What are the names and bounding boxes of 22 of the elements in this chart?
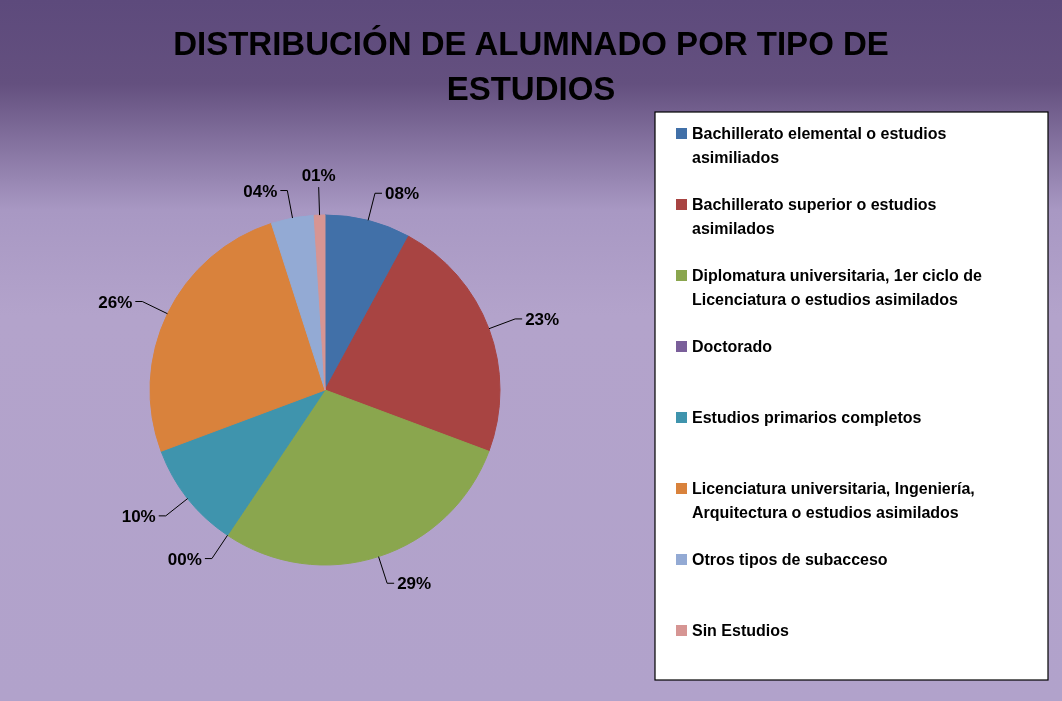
pie-slice xyxy=(313,214,326,391)
legend-label: Bachillerato elemental o estudios asimiliados xyxy=(692,125,947,166)
chart-title: DISTRIBUCIÓN DE ALUMNADO POR TIPO DE ESTUDIOS xyxy=(173,25,889,107)
pie-slice xyxy=(324,235,501,452)
data-label: 26% xyxy=(98,292,133,312)
text: 00% xyxy=(167,549,202,569)
legend-label: Otros tipos de subacceso xyxy=(692,551,888,568)
data-label: 04% xyxy=(243,181,278,201)
data-label: 01% xyxy=(301,166,336,186)
pie-slice xyxy=(149,222,326,452)
legend-label: Doctorado xyxy=(692,338,773,355)
data-label: 23% xyxy=(525,309,560,329)
legend-label: Bachillerato superior o estudios asimilados xyxy=(692,196,937,237)
legend-label: Estudios primarios completos xyxy=(692,409,922,426)
data-label: 29% xyxy=(397,574,432,594)
legend-label: Licenciatura universitaria, Ingeniería, Arquitectura o estudios asimilados xyxy=(692,480,975,521)
legend-label: Sin Estudios xyxy=(692,622,789,639)
data-label: 10% xyxy=(121,506,156,526)
pie-slice xyxy=(160,389,326,536)
legend-label: Diplomatura universitaria, 1er ciclo de Licenciatura o estudios asimilados xyxy=(692,267,982,308)
data-label: 08% xyxy=(384,184,420,204)
pie-slice xyxy=(226,389,490,566)
